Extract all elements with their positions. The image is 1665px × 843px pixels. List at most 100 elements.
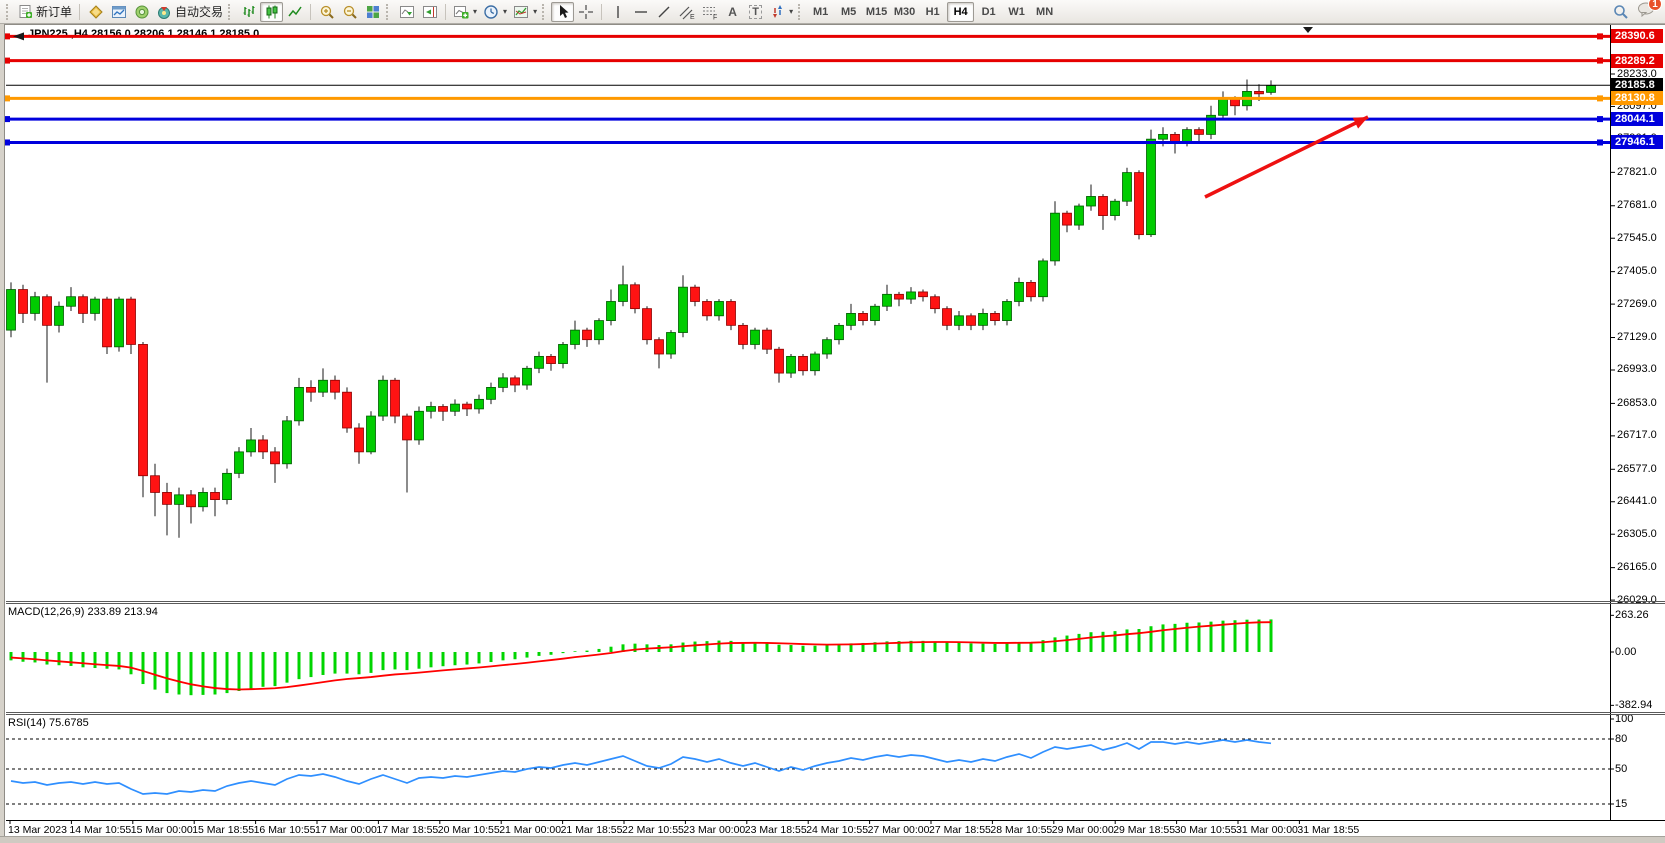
templates-button[interactable]: ▾ <box>510 2 540 22</box>
candle-down <box>966 315 976 326</box>
text-tool[interactable]: A <box>721 2 744 22</box>
candle-up <box>30 296 40 314</box>
horizontal-line-icon <box>634 10 647 13</box>
macd-axis-label: 263.26 <box>1615 608 1649 621</box>
data-window-icon <box>111 5 126 18</box>
data-window-button[interactable] <box>107 2 130 22</box>
crosshair-button[interactable] <box>574 2 597 22</box>
svg-text:E: E <box>690 14 695 20</box>
line-handle-right[interactable] <box>1597 57 1603 64</box>
candle-up <box>870 305 880 321</box>
candle-up <box>54 305 64 326</box>
candle-down <box>402 415 412 441</box>
candlestick-chart-button[interactable] <box>260 1 284 22</box>
line-anchor-arrow-icon <box>13 32 24 41</box>
toolbar-grip[interactable] <box>6 3 11 20</box>
rsi-axis-label: 15 <box>1615 797 1628 810</box>
auto-scroll-button[interactable] <box>395 2 418 22</box>
new-chart-button[interactable]: ▾ <box>450 2 480 22</box>
timeframe-button-M30[interactable]: M30 <box>893 5 916 18</box>
periods-button[interactable]: ▾ <box>480 2 510 22</box>
channel-tool[interactable]: E <box>675 2 698 22</box>
candle-up <box>282 420 292 465</box>
candle-up <box>114 298 124 348</box>
trendline-icon <box>658 6 670 17</box>
market-watch-button[interactable] <box>84 2 107 22</box>
time-axis-label: 17 Mar 00:00 <box>315 824 377 836</box>
timeframe-button-M5[interactable]: M5 <box>840 5 857 18</box>
candle-up <box>414 410 424 441</box>
new-order-button[interactable]: 新订单 <box>15 2 75 22</box>
chart-shift-marker[interactable] <box>1303 27 1313 33</box>
autotrade-button[interactable]: 自动交易 <box>153 2 226 22</box>
candle-up <box>846 313 856 326</box>
rsi-axis-label: 80 <box>1615 732 1628 745</box>
line-handle-right[interactable] <box>1597 139 1603 146</box>
price-tick-label: 26165.0 <box>1617 561 1657 574</box>
zoom-out-button[interactable] <box>338 2 361 22</box>
line-chart-button[interactable] <box>283 2 306 22</box>
search-icon[interactable] <box>1613 4 1629 20</box>
time-axis-label: 29 Mar 00:00 <box>1051 824 1114 836</box>
shapes-tool[interactable]: ▾ <box>767 2 796 22</box>
candle-up <box>498 377 508 388</box>
cursor-button[interactable] <box>551 1 575 22</box>
timeframe-button-H1[interactable]: H1 <box>925 5 940 18</box>
candle-down <box>1254 91 1264 95</box>
candle-up <box>750 329 760 345</box>
candle-up <box>366 415 376 453</box>
line-handle-left[interactable] <box>4 116 10 123</box>
fibonacci-tool[interactable]: F <box>698 2 721 22</box>
timeframe-button-MN[interactable]: MN <box>1036 5 1054 18</box>
line-handle-right[interactable] <box>1597 95 1603 102</box>
vertical-line-tool[interactable] <box>606 2 629 22</box>
trend-arrow-annotation[interactable] <box>1204 115 1369 199</box>
zoom-in-button[interactable] <box>315 2 338 22</box>
candle-up <box>822 339 832 355</box>
axis-labels-layer: JPN225 ,H4 28156.0 28206.1 28146.1 28185… <box>0 24 1665 843</box>
candle-up <box>522 367 532 386</box>
tile-windows-button[interactable] <box>361 2 384 22</box>
candle-up <box>1014 281 1024 302</box>
candle-up <box>66 296 76 307</box>
candle-up <box>1266 85 1276 93</box>
line-handle-left[interactable] <box>4 57 10 64</box>
timeframe-button-M15[interactable]: M15 <box>865 5 888 18</box>
timeframe-button-D1[interactable]: D1 <box>981 5 996 18</box>
horizontal-line-tool[interactable] <box>629 2 652 22</box>
bar-chart-button[interactable] <box>237 2 260 22</box>
time-axis-label: 17 Mar 18:55 <box>376 824 439 836</box>
line-handle-left[interactable] <box>4 139 10 146</box>
candle-down <box>270 451 280 465</box>
candle-down <box>18 289 28 314</box>
label-tool[interactable]: T <box>744 2 767 22</box>
price-tick-label: 26029.0 <box>1617 593 1657 606</box>
line-handle-right[interactable] <box>1597 33 1603 40</box>
candle-up <box>978 313 988 326</box>
chart-window[interactable]: JPN225 ,H4 28156.0 28206.1 28146.1 28185… <box>0 24 1665 843</box>
candle-up <box>906 291 916 300</box>
line-handle-left[interactable] <box>4 95 10 102</box>
chart-canvas[interactable] <box>0 24 1665 843</box>
candle-down <box>738 324 748 345</box>
time-axis-label: 31 Mar 00:00 <box>1236 824 1298 836</box>
time-axis-label: 22 Mar 10:55 <box>622 824 684 836</box>
chevron-down-icon: ▾ <box>789 7 794 16</box>
notifications-button[interactable]: 1 <box>1637 0 1662 22</box>
chevron-down-icon: ▾ <box>473 7 478 16</box>
text-tool-icon: A <box>728 4 737 19</box>
crosshair-icon <box>578 4 593 19</box>
trendline-tool[interactable] <box>652 2 675 22</box>
line-handle-left[interactable] <box>4 33 10 40</box>
clock-icon <box>484 4 498 19</box>
navigator-button[interactable] <box>130 2 153 22</box>
timeframe-button-H4[interactable]: H4 <box>947 1 975 22</box>
price-tick-label: 27405.0 <box>1617 265 1657 278</box>
candle-up <box>714 301 724 317</box>
timeframe-button-M1[interactable]: M1 <box>812 5 829 18</box>
auto-scroll-icon <box>399 5 414 18</box>
chart-shift-button[interactable] <box>418 2 441 22</box>
candle-up <box>786 355 796 374</box>
timeframe-button-W1[interactable]: W1 <box>1008 5 1025 18</box>
line-handle-right[interactable] <box>1597 116 1603 123</box>
